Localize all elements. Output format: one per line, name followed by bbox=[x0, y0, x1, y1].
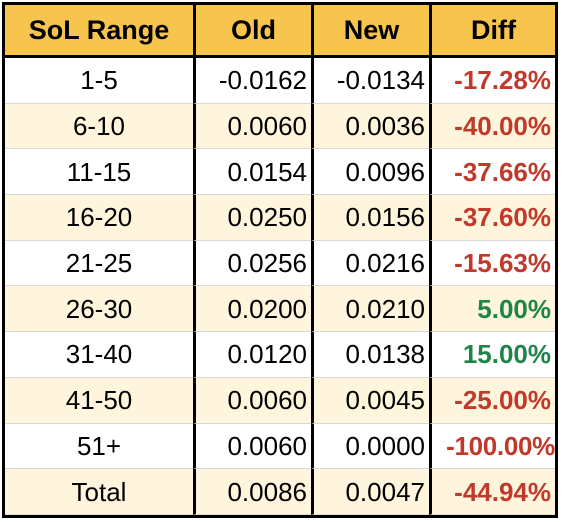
table-row: 21-25 0.0256 0.0216 -15.63% bbox=[5, 240, 555, 287]
cell-new[interactable]: 0.0096 bbox=[311, 149, 429, 196]
cell-new[interactable]: 0.0047 bbox=[311, 469, 429, 515]
cell-sol-range[interactable]: 1-5 bbox=[5, 58, 193, 104]
cell-sol-range[interactable]: 51+ bbox=[5, 423, 193, 470]
total-row: Total 0.0086 0.0047 -44.94% bbox=[5, 469, 555, 515]
cell-old[interactable]: 0.0250 bbox=[193, 195, 311, 241]
cell-sol-range[interactable]: 11-15 bbox=[5, 149, 193, 196]
table-row: 26-30 0.0200 0.0210 5.00% bbox=[5, 286, 555, 333]
header-new[interactable]: New bbox=[311, 5, 429, 58]
cell-sol-range[interactable]: 41-50 bbox=[5, 377, 193, 424]
cell-sol-range[interactable]: 21-25 bbox=[5, 240, 193, 287]
cell-old[interactable]: 0.0060 bbox=[193, 377, 311, 424]
cell-diff[interactable]: -15.63% bbox=[429, 240, 555, 287]
cell-old[interactable]: -0.0162 bbox=[193, 58, 311, 104]
cell-sol-range[interactable]: Total bbox=[5, 469, 193, 515]
sol-range-table: SoL Range Old New Diff 1-5 -0.0162 -0.0134… bbox=[5, 5, 555, 515]
cell-sol-range[interactable]: 31-40 bbox=[5, 332, 193, 378]
table-row: 41-50 0.0060 0.0045 -25.00% bbox=[5, 377, 555, 424]
table-row: 16-20 0.0250 0.0156 -37.60% bbox=[5, 195, 555, 241]
header-row: SoL Range Old New Diff bbox=[5, 5, 555, 58]
table-row: 51+ 0.0060 0.0000 -100.00% bbox=[5, 423, 555, 470]
table-row: 6-10 0.0060 0.0036 -40.00% bbox=[5, 103, 555, 150]
sol-range-table-frame: SoL Range Old New Diff 1-5 -0.0162 -0.0134… bbox=[2, 2, 558, 518]
cell-old[interactable]: 0.0120 bbox=[193, 332, 311, 378]
header-sol-range[interactable]: SoL Range bbox=[5, 5, 193, 58]
cell-diff[interactable]: -17.28% bbox=[429, 58, 555, 104]
table-row: 11-15 0.0154 0.0096 -37.66% bbox=[5, 149, 555, 196]
header-diff[interactable]: Diff bbox=[429, 5, 555, 58]
cell-diff[interactable]: 5.00% bbox=[429, 286, 555, 333]
cell-diff[interactable]: -44.94% bbox=[429, 469, 555, 515]
cell-sol-range[interactable]: 6-10 bbox=[5, 103, 193, 150]
cell-sol-range[interactable]: 26-30 bbox=[5, 286, 193, 333]
header-old[interactable]: Old bbox=[193, 5, 311, 58]
cell-diff[interactable]: -37.66% bbox=[429, 149, 555, 196]
cell-new[interactable]: 0.0210 bbox=[311, 286, 429, 333]
cell-sol-range[interactable]: 16-20 bbox=[5, 195, 193, 241]
cell-new[interactable]: 0.0156 bbox=[311, 195, 429, 241]
cell-diff[interactable]: 15.00% bbox=[429, 332, 555, 378]
cell-new[interactable]: 0.0045 bbox=[311, 377, 429, 424]
cell-new[interactable]: 0.0138 bbox=[311, 332, 429, 378]
cell-new[interactable]: 0.0000 bbox=[311, 423, 429, 470]
table-body: 1-5 -0.0162 -0.0134 -17.28% 6-10 0.0060 0.0036… bbox=[5, 58, 555, 515]
table-row: 1-5 -0.0162 -0.0134 -17.28% bbox=[5, 58, 555, 104]
cell-old[interactable]: 0.0200 bbox=[193, 286, 311, 333]
cell-old[interactable]: 0.0060 bbox=[193, 103, 311, 150]
cell-diff[interactable]: -40.00% bbox=[429, 103, 555, 150]
cell-diff[interactable]: -37.60% bbox=[429, 195, 555, 241]
cell-new[interactable]: -0.0134 bbox=[311, 58, 429, 104]
cell-diff[interactable]: -25.00% bbox=[429, 377, 555, 424]
cell-diff[interactable]: -100.00% bbox=[429, 423, 555, 470]
cell-new[interactable]: 0.0216 bbox=[311, 240, 429, 287]
table-row: 31-40 0.0120 0.0138 15.00% bbox=[5, 332, 555, 378]
cell-new[interactable]: 0.0036 bbox=[311, 103, 429, 150]
cell-old[interactable]: 0.0256 bbox=[193, 240, 311, 287]
cell-old[interactable]: 0.0086 bbox=[193, 469, 311, 515]
cell-old[interactable]: 0.0154 bbox=[193, 149, 311, 196]
cell-old[interactable]: 0.0060 bbox=[193, 423, 311, 470]
